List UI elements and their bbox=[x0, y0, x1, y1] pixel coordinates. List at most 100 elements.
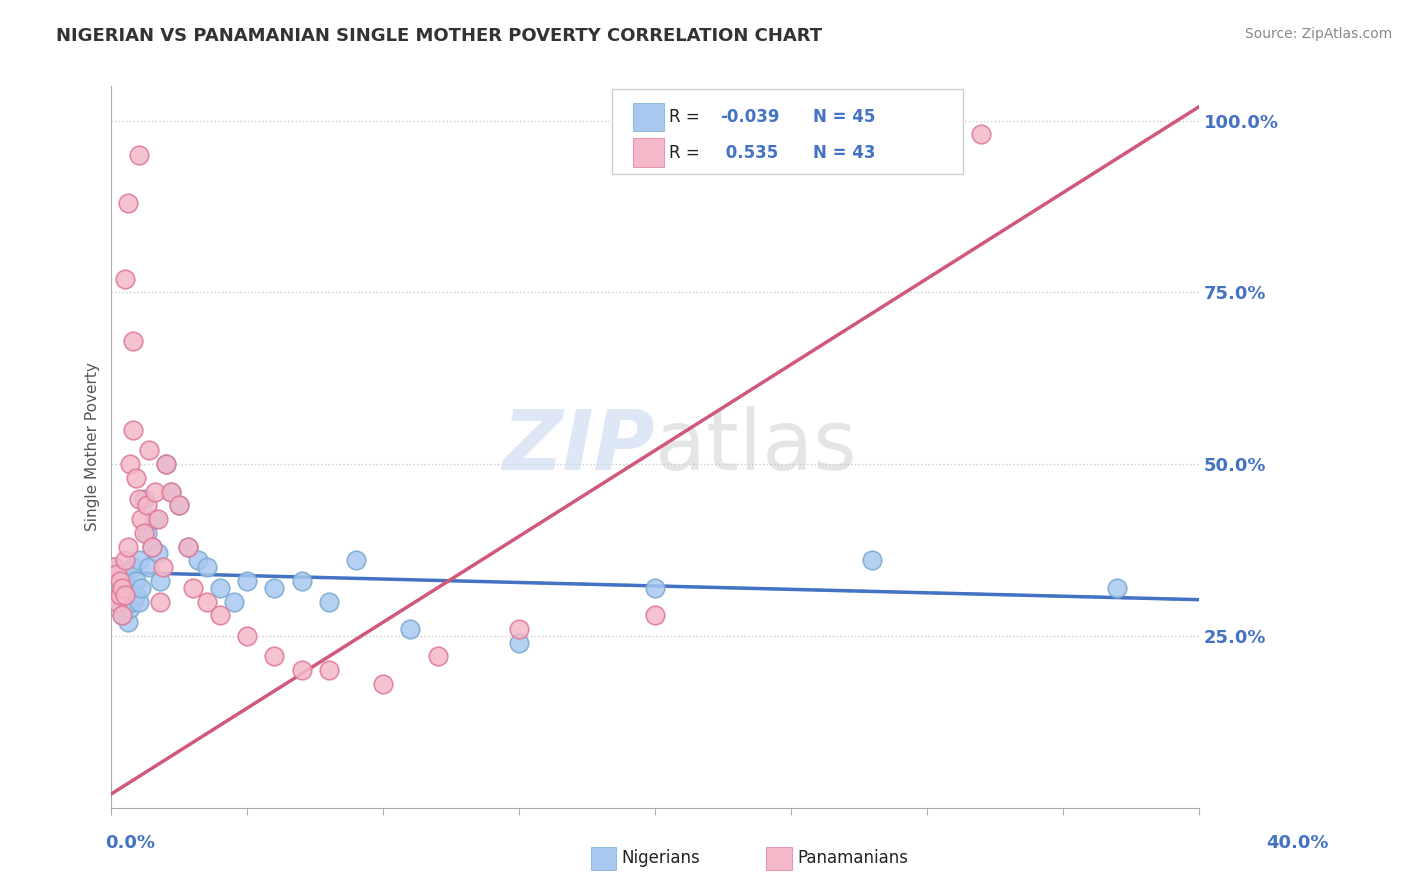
Text: N = 45: N = 45 bbox=[813, 108, 875, 126]
Point bbox=[111, 601, 134, 615]
Point bbox=[122, 594, 145, 608]
Point bbox=[125, 588, 148, 602]
Point bbox=[108, 588, 131, 602]
Point bbox=[131, 512, 153, 526]
Point bbox=[236, 629, 259, 643]
Point bbox=[108, 581, 131, 595]
Point bbox=[149, 594, 172, 608]
Text: 40.0%: 40.0% bbox=[1267, 834, 1329, 852]
Point bbox=[105, 567, 128, 582]
Point bbox=[117, 540, 139, 554]
Point bbox=[862, 553, 884, 567]
Point bbox=[209, 581, 232, 595]
Point bbox=[155, 457, 177, 471]
Point bbox=[263, 581, 285, 595]
Point bbox=[222, 594, 245, 608]
Point bbox=[120, 601, 142, 615]
Text: NIGERIAN VS PANAMANIAN SINGLE MOTHER POVERTY CORRELATION CHART: NIGERIAN VS PANAMANIAN SINGLE MOTHER POV… bbox=[56, 27, 823, 45]
Point bbox=[114, 567, 136, 582]
Point bbox=[135, 499, 157, 513]
Point bbox=[644, 581, 666, 595]
Point bbox=[508, 636, 530, 650]
Point bbox=[141, 540, 163, 554]
Point bbox=[644, 608, 666, 623]
Point bbox=[108, 588, 131, 602]
Point bbox=[152, 560, 174, 574]
Point bbox=[128, 553, 150, 567]
Point bbox=[291, 663, 314, 677]
Point bbox=[508, 622, 530, 636]
Text: N = 43: N = 43 bbox=[813, 144, 875, 161]
Point bbox=[143, 484, 166, 499]
Point bbox=[1107, 581, 1129, 595]
Point bbox=[399, 622, 422, 636]
Point bbox=[111, 608, 134, 623]
Point bbox=[117, 594, 139, 608]
Text: Nigerians: Nigerians bbox=[621, 849, 700, 867]
Point bbox=[373, 677, 395, 691]
Point bbox=[132, 525, 155, 540]
Point bbox=[120, 581, 142, 595]
Y-axis label: Single Mother Poverty: Single Mother Poverty bbox=[86, 362, 100, 532]
Text: Panamanians: Panamanians bbox=[797, 849, 908, 867]
Point bbox=[122, 423, 145, 437]
Point bbox=[160, 484, 183, 499]
Point bbox=[344, 553, 367, 567]
Point bbox=[108, 574, 131, 588]
Point bbox=[103, 560, 125, 574]
Text: ZIP: ZIP bbox=[502, 407, 655, 488]
Point bbox=[114, 553, 136, 567]
Point bbox=[105, 594, 128, 608]
Point bbox=[181, 581, 204, 595]
Point bbox=[138, 560, 160, 574]
Point bbox=[209, 608, 232, 623]
Point bbox=[105, 594, 128, 608]
Point bbox=[291, 574, 314, 588]
Point bbox=[146, 512, 169, 526]
Point bbox=[187, 553, 209, 567]
Point bbox=[138, 443, 160, 458]
Point bbox=[146, 546, 169, 560]
Point bbox=[970, 128, 993, 142]
Point bbox=[131, 581, 153, 595]
Point bbox=[143, 512, 166, 526]
Point bbox=[114, 588, 136, 602]
Point bbox=[128, 491, 150, 506]
Point bbox=[103, 560, 125, 574]
Point bbox=[122, 334, 145, 348]
Text: 0.535: 0.535 bbox=[720, 144, 778, 161]
Point bbox=[125, 574, 148, 588]
Point bbox=[195, 560, 218, 574]
Point bbox=[117, 196, 139, 211]
Point bbox=[117, 615, 139, 629]
Point bbox=[155, 457, 177, 471]
Point bbox=[160, 484, 183, 499]
Point bbox=[169, 499, 191, 513]
Text: atlas: atlas bbox=[655, 407, 856, 488]
Point bbox=[114, 588, 136, 602]
Point bbox=[135, 525, 157, 540]
Point bbox=[105, 574, 128, 588]
Text: Source: ZipAtlas.com: Source: ZipAtlas.com bbox=[1244, 27, 1392, 41]
Point bbox=[426, 649, 449, 664]
Point bbox=[176, 540, 198, 554]
Point bbox=[128, 594, 150, 608]
Text: 0.0%: 0.0% bbox=[105, 834, 156, 852]
Point bbox=[125, 471, 148, 485]
Point bbox=[318, 594, 340, 608]
Text: R =: R = bbox=[669, 144, 700, 161]
Point bbox=[176, 540, 198, 554]
Point bbox=[122, 560, 145, 574]
Text: R =: R = bbox=[669, 108, 700, 126]
Point bbox=[128, 148, 150, 162]
Point bbox=[141, 540, 163, 554]
Point bbox=[120, 457, 142, 471]
Point bbox=[236, 574, 259, 588]
Point bbox=[195, 594, 218, 608]
Point bbox=[114, 271, 136, 285]
Point bbox=[111, 608, 134, 623]
Point bbox=[318, 663, 340, 677]
Point bbox=[169, 499, 191, 513]
Point bbox=[149, 574, 172, 588]
Point bbox=[111, 581, 134, 595]
